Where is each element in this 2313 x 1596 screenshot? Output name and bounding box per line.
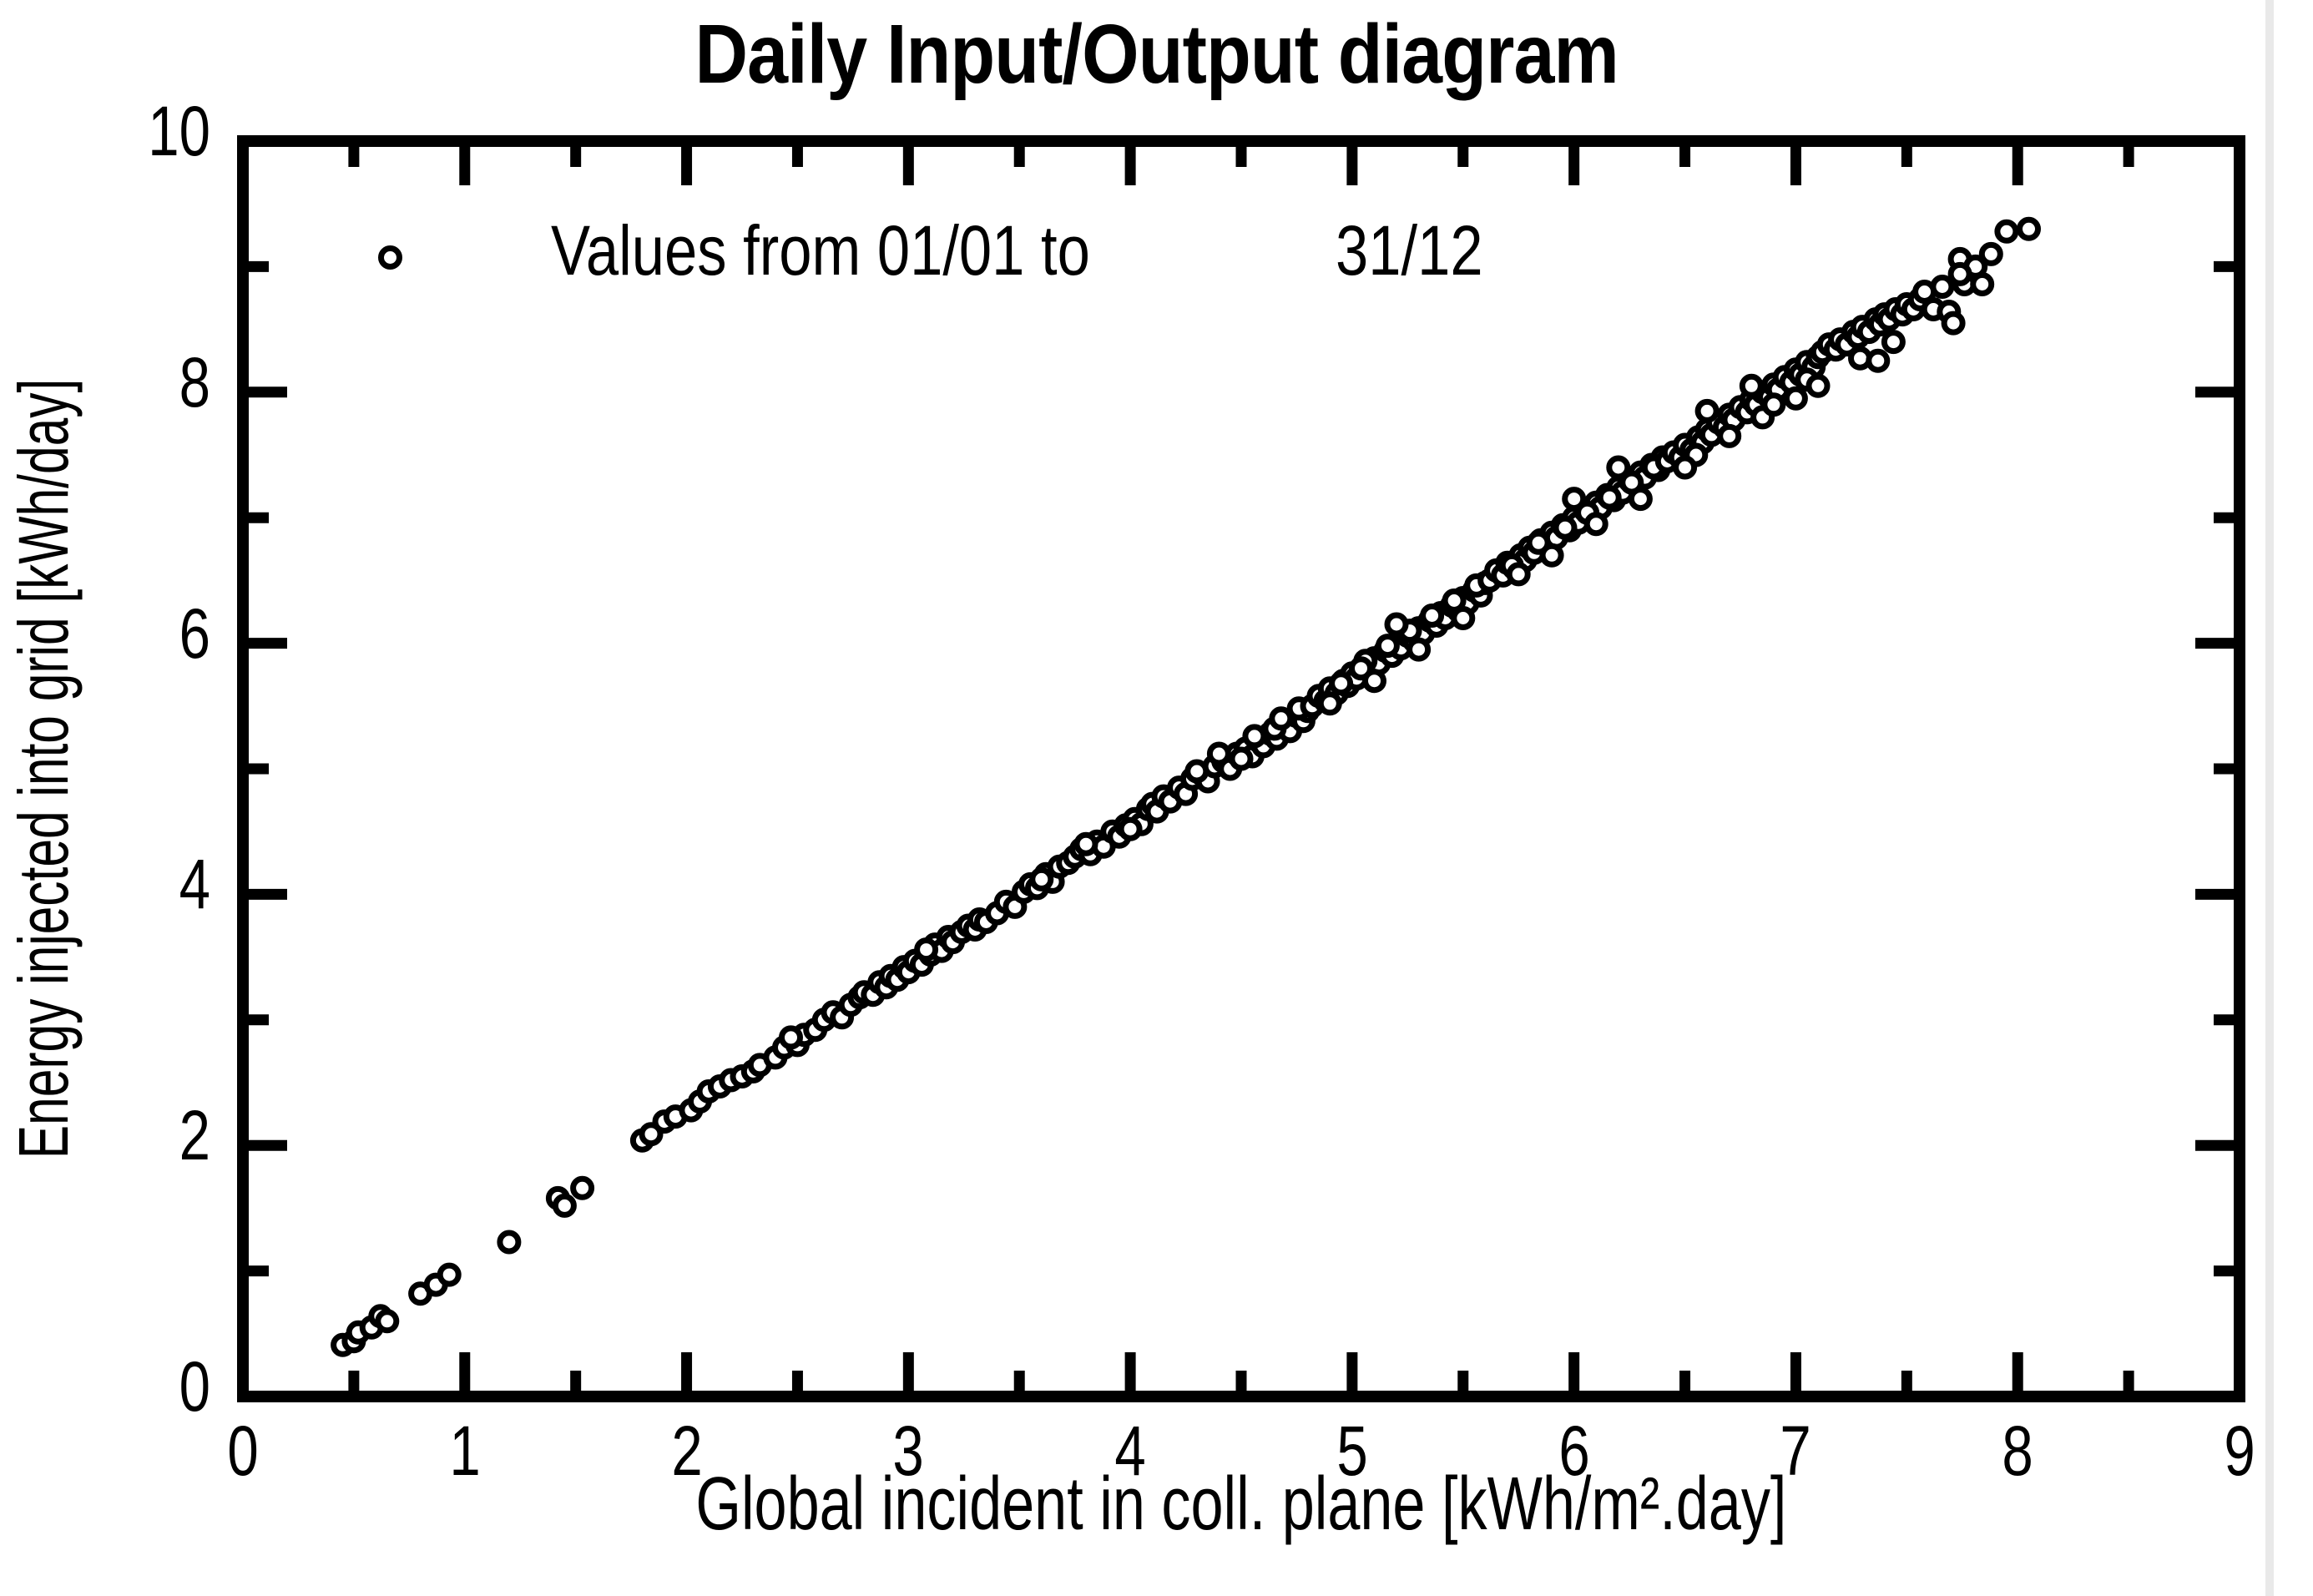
data-point	[1539, 543, 1564, 568]
legend-label: Values from 01/01 to	[551, 211, 1090, 290]
data-point	[1761, 392, 1786, 417]
data-point	[1242, 724, 1267, 749]
x-tick-label: 0	[227, 1412, 259, 1490]
y-tick-label: 10	[148, 92, 210, 170]
data-point	[1442, 588, 1467, 613]
data-point	[914, 937, 939, 962]
y-tick-label: 0	[179, 1347, 210, 1426]
data-point	[1029, 866, 1054, 891]
y-axis-label: Energy injected into grid [kWh/day]	[4, 59, 83, 1478]
data-point	[2017, 216, 2041, 241]
data-point	[1506, 562, 1531, 587]
data-point	[1406, 637, 1432, 662]
data-point	[1947, 261, 1972, 286]
data-point	[1329, 671, 1354, 696]
window-edge-line	[2265, 0, 2274, 1596]
y-tick-label: 6	[179, 593, 210, 673]
legend-date-end: 31/12	[1336, 211, 1483, 290]
data-point	[1805, 373, 1831, 398]
y-tick-label: 8	[179, 342, 210, 422]
x-tick-label: 4	[1114, 1412, 1146, 1490]
data-point	[1553, 515, 1578, 540]
legend-marker-icon	[378, 245, 402, 270]
data-point	[1628, 487, 1653, 512]
data-point	[1073, 831, 1098, 856]
y-axis-label-text: Energy injected into grid [kWh/day]	[4, 378, 83, 1159]
y-tick-label: 4	[179, 845, 210, 924]
chart-title: Daily Input/Output diagram	[0, 8, 2313, 100]
plot-frame	[237, 135, 2245, 1402]
data-point	[437, 1262, 462, 1287]
data-point	[570, 1175, 595, 1200]
x-axis-label: Global incident in coll. plane [kWh/m².d…	[243, 1462, 2240, 1546]
data-point	[1118, 816, 1143, 841]
y-tick-label: 2	[179, 1096, 210, 1175]
data-point	[779, 1025, 803, 1050]
x-tick-label: 2	[670, 1412, 703, 1490]
data-point	[1375, 634, 1400, 659]
data-point	[552, 1193, 577, 1218]
data-point	[1420, 604, 1445, 628]
x-tick-label: 9	[2224, 1412, 2255, 1490]
data-point	[1694, 398, 1720, 423]
x-tick-label: 8	[2002, 1412, 2033, 1490]
data-point	[1206, 741, 1231, 766]
data-point	[1994, 219, 2019, 244]
x-tick-label: 3	[892, 1412, 925, 1490]
data-point	[1978, 241, 2003, 266]
data-point	[1881, 330, 1906, 355]
data-point	[1717, 423, 1742, 448]
data-point	[1970, 272, 1995, 296]
chart-title-text: Daily Input/Output diagram	[694, 8, 1619, 101]
data-point	[1866, 348, 1891, 373]
data-point	[1739, 373, 1764, 398]
data-point	[1451, 606, 1476, 630]
data-point	[1930, 275, 1955, 299]
x-tick-label: 5	[1336, 1412, 1368, 1490]
data-point	[1562, 487, 1587, 512]
data-point	[1606, 455, 1631, 480]
x-tick-label: 7	[1780, 1412, 1812, 1490]
data-point	[1362, 669, 1386, 694]
data-point	[1673, 455, 1698, 480]
data-point	[1269, 706, 1294, 731]
data-point	[497, 1230, 522, 1255]
x-tick-label: 6	[1558, 1412, 1590, 1490]
data-point	[375, 1309, 400, 1334]
data-point	[1384, 612, 1409, 637]
data-point	[1229, 746, 1254, 771]
data-point	[1317, 691, 1342, 716]
data-point	[1783, 386, 1808, 411]
data-point	[1583, 512, 1608, 537]
data-point	[1597, 485, 1622, 510]
data-point	[1184, 759, 1210, 784]
x-tick-label: 1	[449, 1412, 481, 1490]
data-point	[1941, 311, 1966, 336]
x-axis-label-text: Global incident in coll. plane [kWh/m².d…	[695, 1462, 1787, 1546]
